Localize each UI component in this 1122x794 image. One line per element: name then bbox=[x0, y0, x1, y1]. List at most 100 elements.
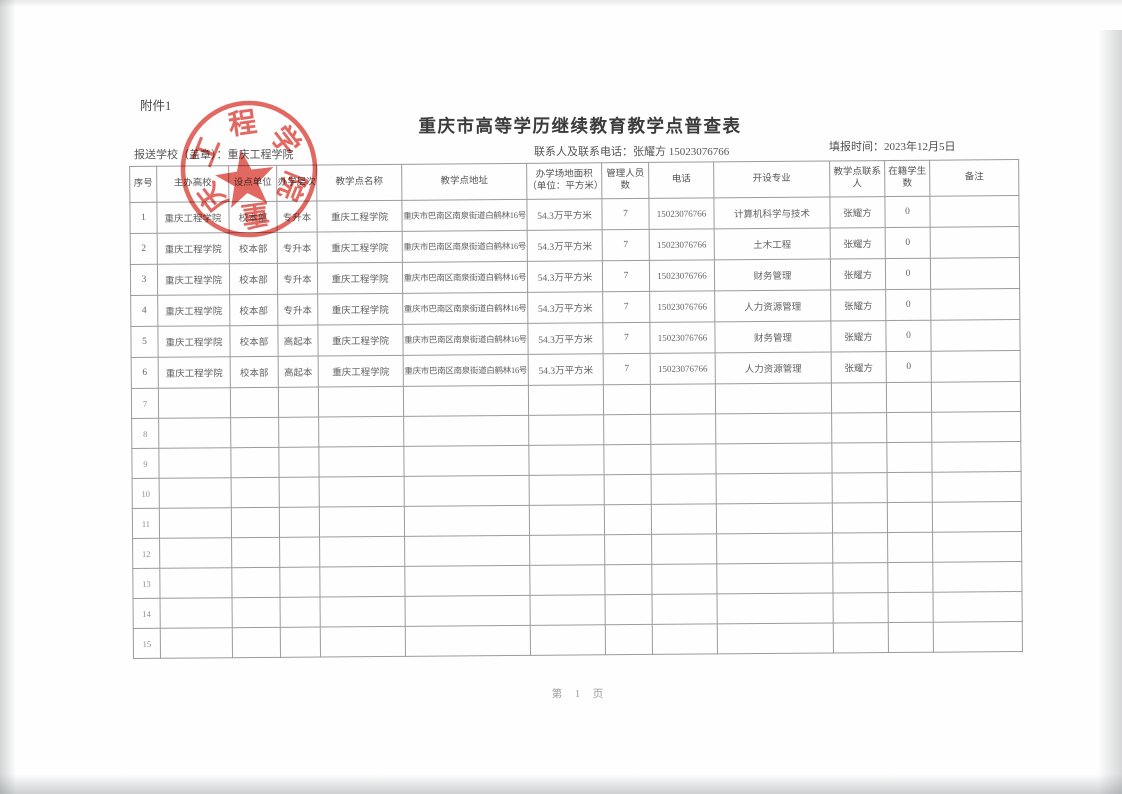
table-cell: 54.3万平方米 bbox=[527, 291, 603, 324]
table-cell: 重庆市巴南区南泉街道白鹤林16号 bbox=[402, 323, 529, 356]
table-cell-empty bbox=[160, 597, 233, 629]
table-cell-empty bbox=[832, 502, 888, 534]
table-cell bbox=[930, 288, 1020, 321]
table-cell-empty bbox=[230, 447, 280, 478]
table-cell: 张耀方 bbox=[830, 289, 886, 322]
table-cell-empty bbox=[717, 622, 834, 654]
table-cell-empty bbox=[319, 566, 406, 598]
table-cell: 15023076766 bbox=[649, 259, 715, 292]
table-cell: 5 bbox=[130, 326, 159, 358]
table-cell-empty bbox=[650, 383, 716, 415]
table-cell bbox=[931, 350, 1021, 383]
table-cell-empty bbox=[888, 592, 934, 623]
table-cell-empty bbox=[318, 446, 405, 478]
row-number-cell: 11 bbox=[132, 508, 160, 539]
table-cell: 重庆工程学院 bbox=[317, 231, 403, 264]
table-cell-empty bbox=[717, 593, 834, 624]
table-cell: 人力资源管理 bbox=[714, 290, 831, 322]
table-cell-empty bbox=[278, 417, 319, 448]
table-cell-empty bbox=[158, 387, 231, 419]
table-cell: 15023076766 bbox=[650, 352, 716, 385]
table-cell-empty bbox=[887, 502, 933, 533]
table-cell-empty bbox=[231, 507, 280, 538]
table-cell: 0 bbox=[884, 196, 931, 228]
table-cell-empty bbox=[932, 561, 1022, 593]
table-cell-empty bbox=[931, 441, 1022, 473]
table-cell-empty bbox=[603, 444, 652, 475]
table-cell-empty bbox=[716, 563, 834, 594]
table-cell: 15023076766 bbox=[648, 197, 715, 230]
row-number-cell: 9 bbox=[131, 448, 160, 479]
table-cell: 重庆工程学院 bbox=[317, 262, 403, 295]
table-body: 1 重庆工程学院 校本部 专升本 重庆工程学院 重庆市巴南区南泉街道白鹤林16号 54.3万… bbox=[129, 195, 1023, 659]
table-cell: 0 bbox=[885, 258, 931, 290]
table-cell-empty bbox=[931, 381, 1021, 413]
table-cell-empty bbox=[604, 504, 652, 535]
table-cell: 15023076766 bbox=[649, 228, 715, 261]
table-cell: 计算机科学与技术 bbox=[713, 197, 831, 229]
document-title: 重庆市高等学历继续教育教学点普查表 bbox=[418, 116, 742, 136]
table-cell: 校本部 bbox=[229, 263, 278, 295]
table-cell-empty bbox=[933, 591, 1023, 623]
table-cell: 重庆工程学院 bbox=[318, 355, 404, 388]
table-cell-empty bbox=[832, 562, 889, 594]
table-cell: 54.3万平方米 bbox=[527, 260, 603, 293]
table-cell: 专升本 bbox=[277, 232, 318, 264]
table-cell: 7 bbox=[602, 260, 650, 292]
column-header: 教学点联系人 bbox=[829, 160, 885, 198]
table-cell-empty bbox=[605, 624, 653, 655]
table-cell-empty bbox=[652, 593, 718, 625]
table-cell-empty bbox=[831, 382, 887, 414]
table-cell: 2 bbox=[130, 233, 158, 265]
table-cell-empty bbox=[831, 412, 887, 444]
table-cell-empty bbox=[651, 503, 717, 535]
table-cell-empty bbox=[404, 565, 531, 597]
table-cell-empty bbox=[933, 621, 1023, 653]
table-cell bbox=[929, 195, 1020, 228]
table-cell-empty bbox=[231, 477, 280, 508]
table-cell: 校本部 bbox=[229, 325, 279, 357]
table-cell-empty bbox=[279, 537, 320, 568]
column-header: 设点单位 bbox=[228, 165, 277, 202]
table-cell-empty bbox=[230, 387, 279, 418]
table-cell: 张耀方 bbox=[831, 351, 887, 384]
table-cell: 人力资源管理 bbox=[715, 352, 832, 384]
table-cell: 重庆工程学院 bbox=[156, 201, 230, 234]
table-cell: 重庆工程学院 bbox=[316, 200, 403, 233]
table-cell: 1 bbox=[129, 202, 158, 234]
column-header: 办学场地面积 （单位：平方米） bbox=[526, 162, 602, 200]
table-cell: 4 bbox=[130, 295, 158, 327]
table-cell-empty bbox=[604, 534, 652, 565]
table-cell: 54.3万平方米 bbox=[526, 198, 603, 231]
row-number-cell: 12 bbox=[132, 538, 160, 569]
table-cell-empty bbox=[232, 597, 281, 628]
table-cell: 张耀方 bbox=[830, 227, 886, 260]
column-header: 备注 bbox=[929, 159, 1019, 197]
table-cell-empty bbox=[530, 594, 606, 626]
table-cell: 校本部 bbox=[230, 356, 279, 388]
table-cell-empty bbox=[529, 474, 605, 506]
table-row-empty: 15 bbox=[133, 621, 1023, 659]
table-cell-empty bbox=[159, 537, 232, 569]
table-cell-empty bbox=[279, 477, 320, 508]
table-cell-empty bbox=[404, 475, 530, 507]
contact-phone-line: 联系人及联系电话：张耀方 15023076766 bbox=[534, 146, 730, 158]
table-cell-empty bbox=[319, 536, 405, 568]
table-cell-empty bbox=[230, 417, 279, 448]
table-cell: 7 bbox=[601, 198, 650, 230]
table-cell-empty bbox=[318, 416, 404, 448]
table-cell: 7 bbox=[603, 353, 651, 385]
table-cell-empty bbox=[158, 417, 231, 449]
table-cell-empty bbox=[529, 534, 605, 566]
attachment-label: 附件1 bbox=[140, 99, 172, 113]
table-cell: 校本部 bbox=[229, 294, 278, 326]
table-cell-empty bbox=[715, 383, 832, 414]
table-cell-empty bbox=[530, 624, 606, 656]
report-school-line: 报送学校（盖章）：重庆工程学院 bbox=[134, 149, 294, 161]
table-cell bbox=[930, 226, 1020, 259]
table-cell-empty bbox=[603, 414, 651, 445]
table-cell: 校本部 bbox=[229, 232, 278, 264]
table-cell-empty bbox=[529, 564, 606, 596]
row-number-cell: 13 bbox=[132, 568, 161, 599]
table-cell-empty bbox=[528, 384, 604, 416]
